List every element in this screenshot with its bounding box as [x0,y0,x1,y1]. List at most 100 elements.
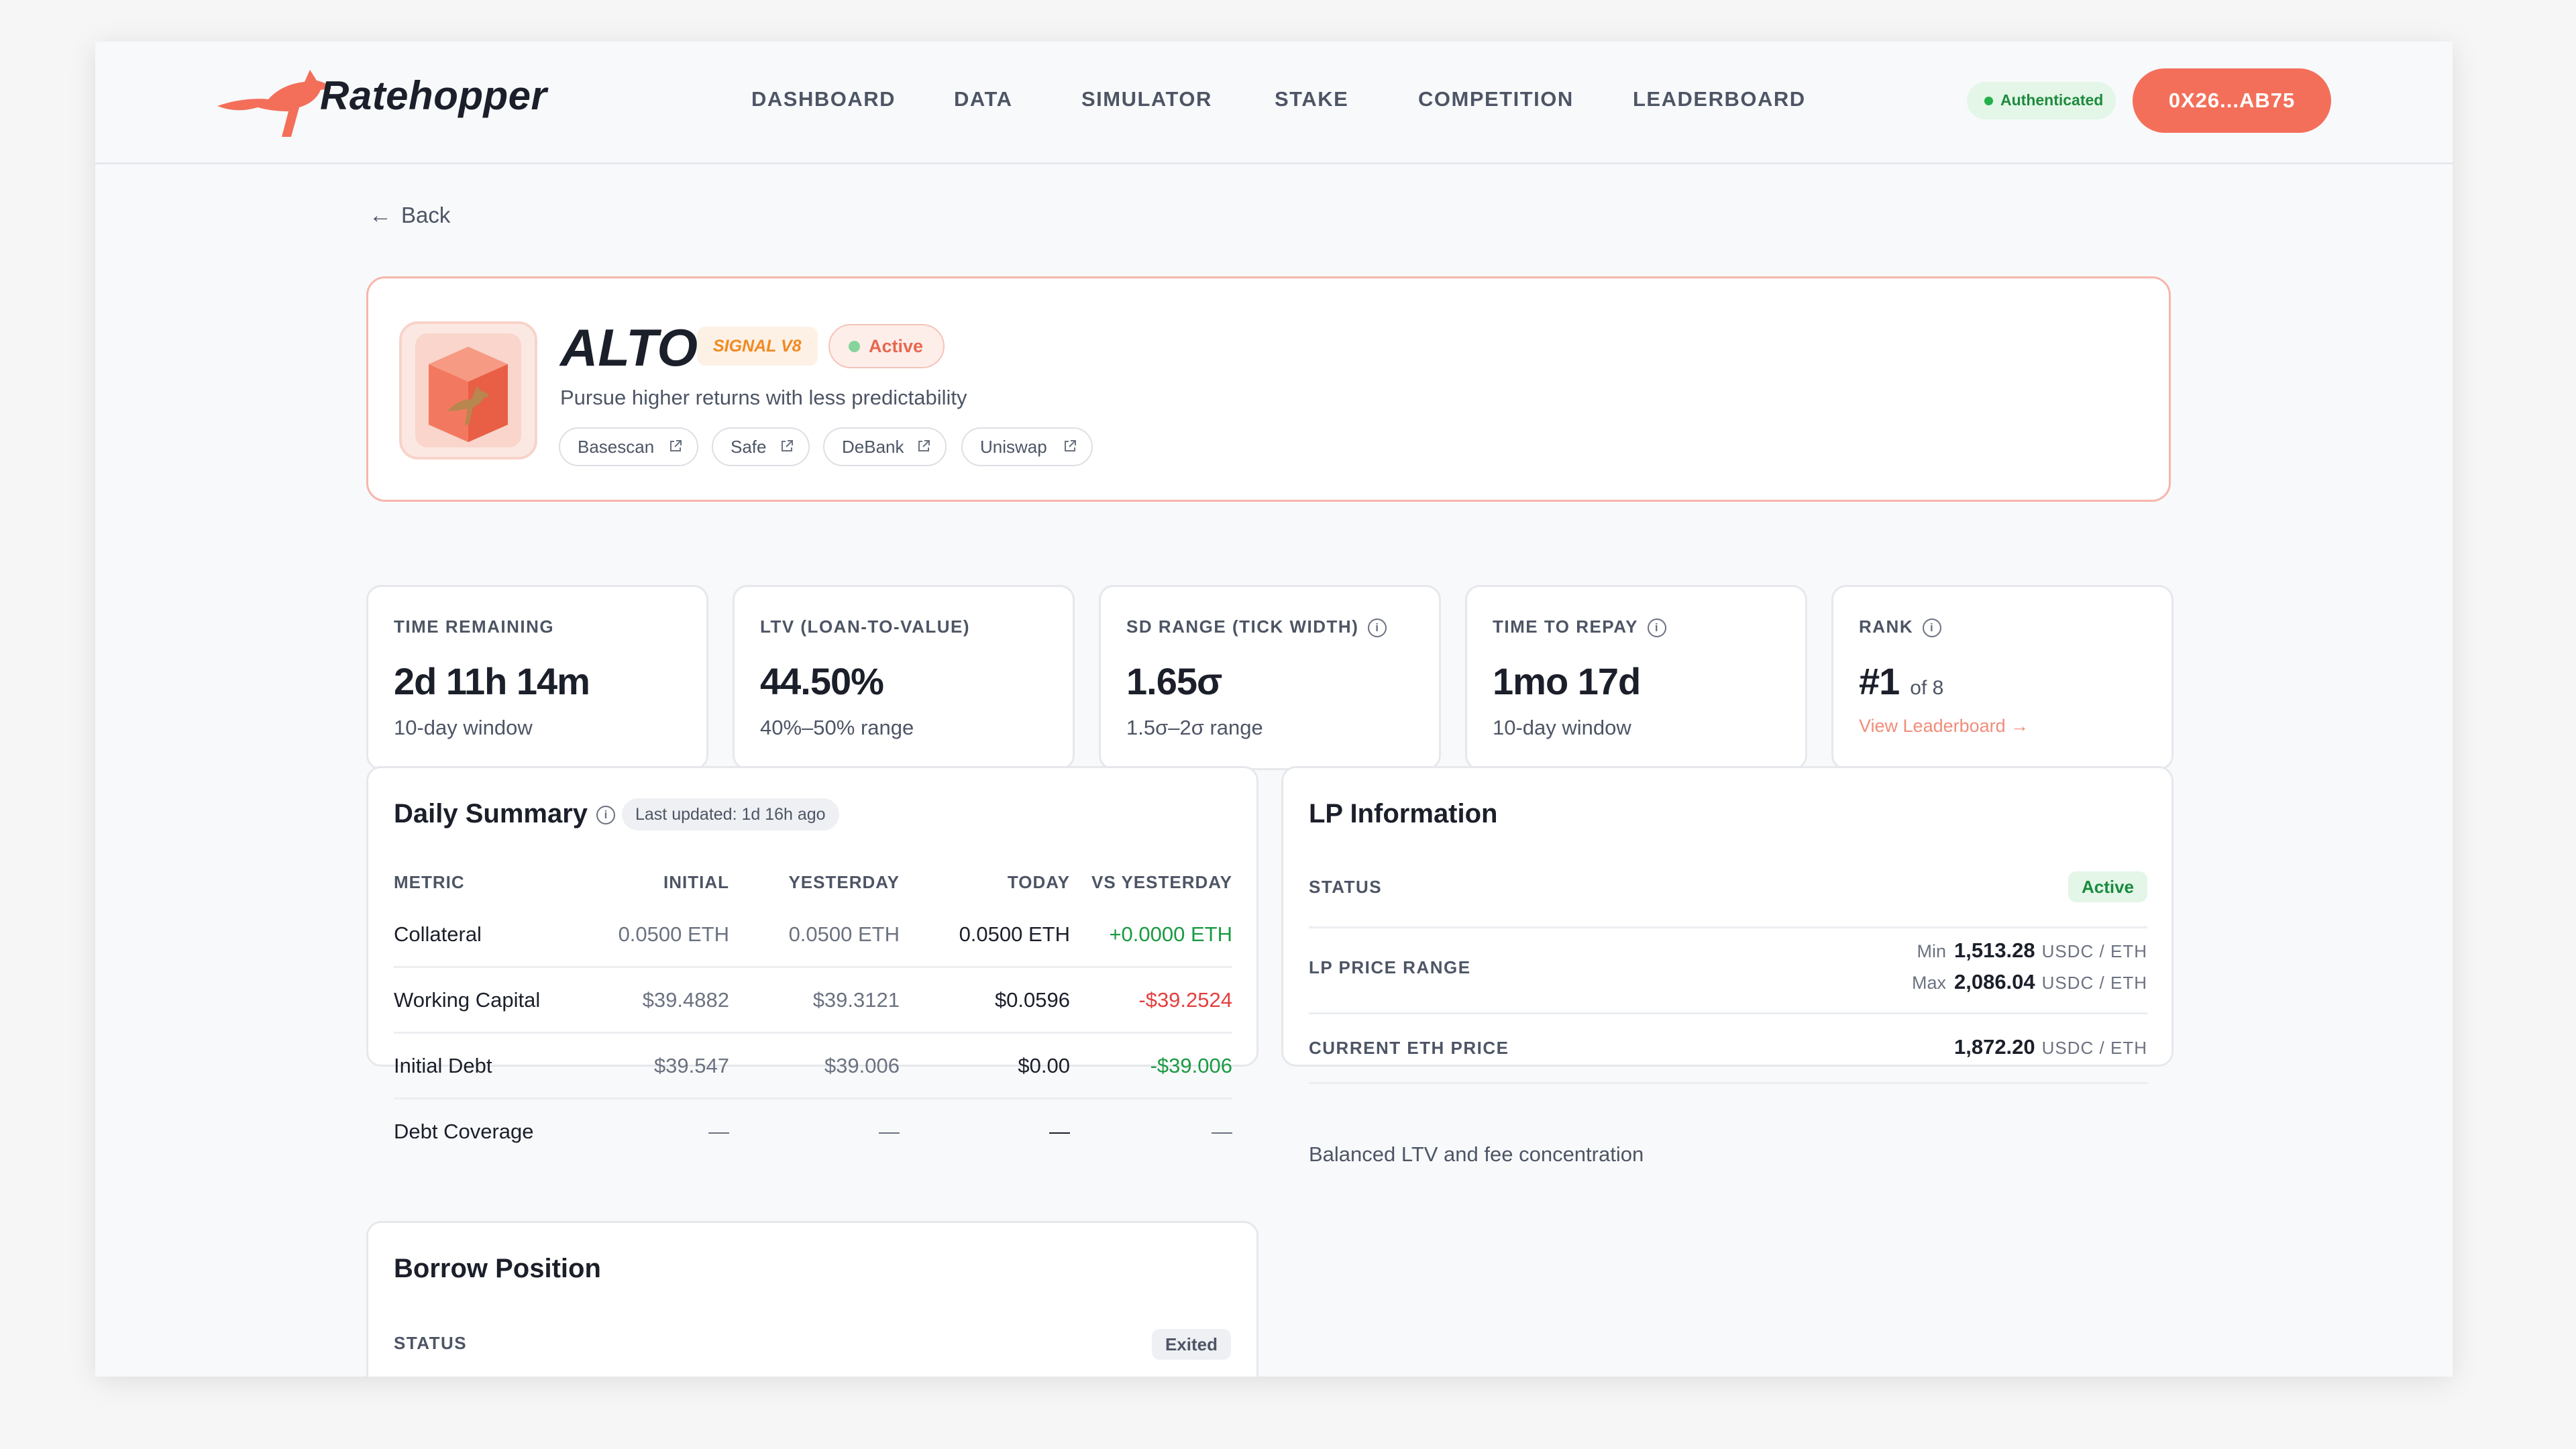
uniswap-label: Uniswap [980,437,1047,457]
initial-cell: $39.4882 [574,966,729,1033]
today-cell: 0.0500 ETH [959,922,1070,946]
eth-price-label: CURRENT ETH PRICE [1309,1038,1509,1058]
eth-price-row: CURRENT ETH PRICE 1,872.20 USDC / ETH [1309,1012,2147,1084]
stat-card-time-to-repay: TIME TO REPAY i 1mo 17d 10-day window [1465,585,1807,770]
yesterday-cell: $39.006 [729,1032,900,1099]
stat-label: TIME TO REPAY [1493,616,1638,637]
debank-link[interactable]: DeBank [823,427,947,466]
column-header: METRIC [394,871,465,892]
stat-value: 1mo 17d [1493,660,1641,702]
nav-data[interactable]: DATA [954,87,1013,111]
stat-subtext: 1.5σ–2σ range [1126,716,1263,739]
lp-information-panel: LP Information STATUS Active LP PRICE RA… [1281,766,2174,1166]
signal-badge: SIGNAL V8 [697,327,818,366]
max-value: 2,086.04 [1953,970,2035,994]
auth-status-label: Authenticated [2000,91,2104,109]
stat-label-row: RANK i [1859,616,1942,638]
lp-status-badge: Active [2068,871,2147,902]
borrow-status-badge: Exited [1151,1329,1231,1360]
kangaroo-logo-icon[interactable] [216,64,337,140]
unit-label: USDC / ETH [2041,1038,2147,1058]
initial-cell: 0.0500 ETH [618,922,729,946]
stat-value: #1 of 8 [1859,659,1943,703]
lp-price-range-row: LP PRICE RANGE Min 1,513.28 USDC / ETH Max… [1309,926,2147,1014]
table-row: Initial Debt $39.547 $39.006 $0.00 -$39.… [394,1032,1232,1099]
top-nav-bar: Ratehopper DASHBOARD DATA SIMULATOR STAK… [95,42,2453,164]
back-label: Back [401,203,451,227]
initial-cell: — [574,1097,729,1163]
lp-max-value: Max 2,086.04 USDC / ETH [1912,970,2147,994]
wallet-button[interactable]: 0X26...AB75 [2133,68,2331,133]
column-header: VS YESTERDAY [1091,871,1232,892]
info-icon[interactable]: i [596,806,615,824]
column-header: TODAY [1007,871,1070,892]
panel-title: LP Information [1309,799,1498,828]
yesterday-cell: — [729,1097,900,1163]
nav-leaderboard[interactable]: LEADERBOARD [1633,87,1806,111]
metric-cell: Working Capital [394,966,574,1033]
nav-competition[interactable]: COMPETITION [1418,87,1574,111]
table-header-row: METRIC INITIAL YESTERDAY TODAY VS YESTER… [394,862,1232,902]
uniswap-link[interactable]: Uniswap [961,427,1093,466]
min-label: Min [1917,941,1946,961]
metric-cell: Debt Coverage [394,1097,574,1163]
nav-dashboard[interactable]: DASHBOARD [751,87,896,111]
nav-stake[interactable]: STAKE [1275,87,1349,111]
min-value: 1,513.28 [1953,938,2035,962]
rank-total: of 8 [1910,677,1944,699]
eth-price-value: 1,872.20 USDC / ETH [1954,1035,2147,1059]
basescan-link[interactable]: Basescan [559,427,698,466]
external-link-icon [782,440,793,451]
yesterday-cell: $39.3121 [729,966,900,1033]
basescan-label: Basescan [578,437,655,457]
metric-cell: Collateral [394,922,482,946]
external-link-icon [670,440,682,451]
metric-cell: Initial Debt [394,1032,574,1099]
auth-status-badge: Authenticated [1967,82,2116,119]
table-row: Working Capital $39.4882 $39.3121 $0.059… [394,966,1232,1033]
safe-label: Safe [731,437,767,457]
nav-simulator[interactable]: SIMULATOR [1081,87,1212,111]
vs-yesterday-cell: -$39.2524 [1070,966,1232,1033]
vs-yesterday-cell: — [1070,1097,1232,1163]
brand-name[interactable]: Ratehopper [320,73,547,118]
stat-label: SD RANGE (TICK WIDTH) [1126,616,1359,637]
info-icon[interactable]: i [1923,619,1942,638]
stat-card-sd-range: SD RANGE (TICK WIDTH) i 1.65σ 1.5σ–2σ ran… [1099,585,1441,770]
status-dot-icon [849,341,860,352]
stat-value: 2d 11h 14m [394,660,590,702]
table-row: Debt Coverage — — — — [394,1097,1232,1163]
stat-label: TIME REMAINING [394,616,555,637]
kangaroo-cube-icon [399,321,537,460]
today-cell: — [900,1097,1070,1163]
view-leaderboard-link[interactable]: View Leaderboard → [1859,716,2029,736]
external-link-icon [918,440,930,451]
column-header: YESTERDAY [788,871,900,892]
arrow-left-icon: ← [369,203,392,228]
info-icon[interactable]: i [1647,619,1666,638]
info-icon[interactable]: i [1368,619,1387,638]
stat-subtext: 40%–50% range [760,716,914,739]
stat-label: LTV (LOAN-TO-VALUE) [760,616,971,637]
stat-label-row: SD RANGE (TICK WIDTH) i [1126,616,1387,638]
stat-card-rank: RANK i #1 of 8 View Leaderboard → [1831,585,2174,770]
strategy-hero-card: ALTO SIGNAL V8 Active Pursue higher retu… [366,276,2171,502]
table-row: Collateral 0.0500 ETH 0.0500 ETH 0.0500 … [394,902,1232,967]
lp-status-label: STATUS [1309,877,1383,897]
status-dot-icon [1984,97,1993,105]
strategy-status-label: Active [869,336,924,356]
safe-link[interactable]: Safe [712,427,810,466]
panel-title: Daily Summary [394,799,588,828]
lp-status-row: STATUS Active [1309,862,2147,928]
daily-summary-panel: Daily Summary i Last updated: 1d 16h ago… [366,766,1258,1163]
back-link[interactable]: ← Back [369,203,450,229]
lp-price-range-label: LP PRICE RANGE [1309,957,1471,977]
strategy-status-badge: Active [828,324,945,368]
rank-value: #1 [1859,660,1900,702]
yesterday-cell: 0.0500 ETH [788,922,900,946]
max-label: Max [1911,973,1946,993]
strategy-name: ALTO [560,318,698,377]
column-header: INITIAL [663,871,729,892]
lp-note: Balanced LTV and fee concentration [1309,1142,1644,1166]
debank-label: DeBank [842,437,904,457]
